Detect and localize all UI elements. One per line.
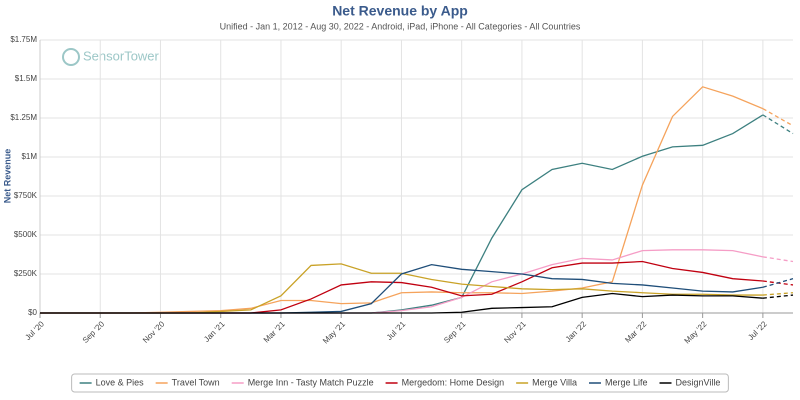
x-tick-label: Mar '22: [623, 319, 648, 344]
series-projection: [762, 256, 794, 263]
legend-box: [71, 373, 729, 393]
legend-item: DesignVille: [659, 377, 721, 387]
y-tick-label: $750K: [14, 191, 38, 200]
legend-item: Love & Pies: [79, 377, 145, 387]
legend-item: Mergedom: Home Design: [385, 377, 505, 387]
series-projection: [762, 294, 794, 299]
x-tick-label: Jul '21: [385, 319, 408, 342]
legend-item: Merge Inn - Tasty Match Puzzle: [231, 377, 374, 387]
x-tick-label: Sep '21: [442, 319, 468, 345]
series-projection: [762, 114, 794, 135]
legend-label: Mergedom: Home Design: [402, 377, 505, 387]
x-tick-label: Nov '20: [141, 319, 167, 345]
legend-label: Love & Pies: [96, 377, 145, 387]
x-tick-label: Mar '21: [262, 319, 287, 344]
legend-label: Merge Villa: [532, 377, 577, 387]
y-tick-label: $1.25M: [10, 113, 37, 122]
legend-item: Merge Villa: [516, 377, 577, 387]
chart-subtitle: Unified - Jan 1, 2012 - Aug 30, 2022 - A…: [220, 21, 581, 31]
x-tick-label: Nov '21: [502, 319, 528, 345]
legend: Love & Pies Travel Town Merge Inn - Tasty …: [71, 373, 729, 393]
legend-label: Merge Inn - Tasty Match Puzzle: [248, 377, 374, 387]
watermark: SensorTower: [83, 48, 160, 63]
x-tick-label: Jul '20: [23, 319, 46, 342]
y-tick-label: $0: [28, 308, 37, 317]
y-axis-label: Net Revenue: [2, 149, 12, 204]
series-projection: [762, 292, 794, 296]
legend-item: Merge Life: [588, 377, 648, 387]
x-tick-label: May '21: [321, 319, 347, 345]
chart-title: Net Revenue by App: [332, 3, 468, 19]
x-tick-label: Sep '20: [81, 319, 107, 345]
series-projection: [762, 108, 794, 127]
series-line: [40, 292, 763, 314]
legend-label: Merge Life: [605, 377, 648, 387]
x-tick-label: Jan '22: [564, 319, 589, 344]
y-tick-label: $250K: [14, 269, 38, 278]
y-tick-label: $1.75M: [10, 35, 37, 44]
legend-label: DesignVille: [676, 377, 721, 387]
series-projection: [762, 278, 794, 288]
y-tick-label: $1.5M: [15, 74, 38, 83]
legend-label: Travel Town: [172, 377, 220, 387]
x-tick-label: Jul '22: [746, 319, 769, 342]
legend-item: Travel Town: [155, 377, 220, 387]
y-tick-label: $500K: [14, 230, 38, 239]
x-tick-label: May '22: [683, 319, 709, 345]
watermark-logo: [62, 48, 80, 66]
y-tick-label: $1M: [21, 152, 37, 161]
series-line: [40, 86, 764, 314]
x-tick-label: Jan '21: [202, 319, 227, 344]
